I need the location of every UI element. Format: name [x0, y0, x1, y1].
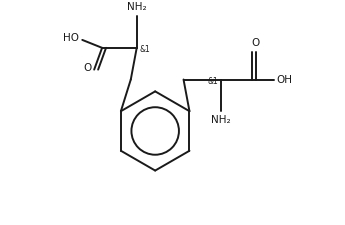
Text: &1: &1 [140, 45, 150, 54]
Text: OH: OH [277, 74, 293, 85]
Text: &1: &1 [207, 77, 218, 86]
Text: O: O [252, 38, 260, 48]
Text: NH₂: NH₂ [127, 2, 147, 12]
Text: NH₂: NH₂ [211, 115, 231, 125]
Text: HO: HO [63, 33, 79, 43]
Text: O: O [83, 63, 91, 73]
